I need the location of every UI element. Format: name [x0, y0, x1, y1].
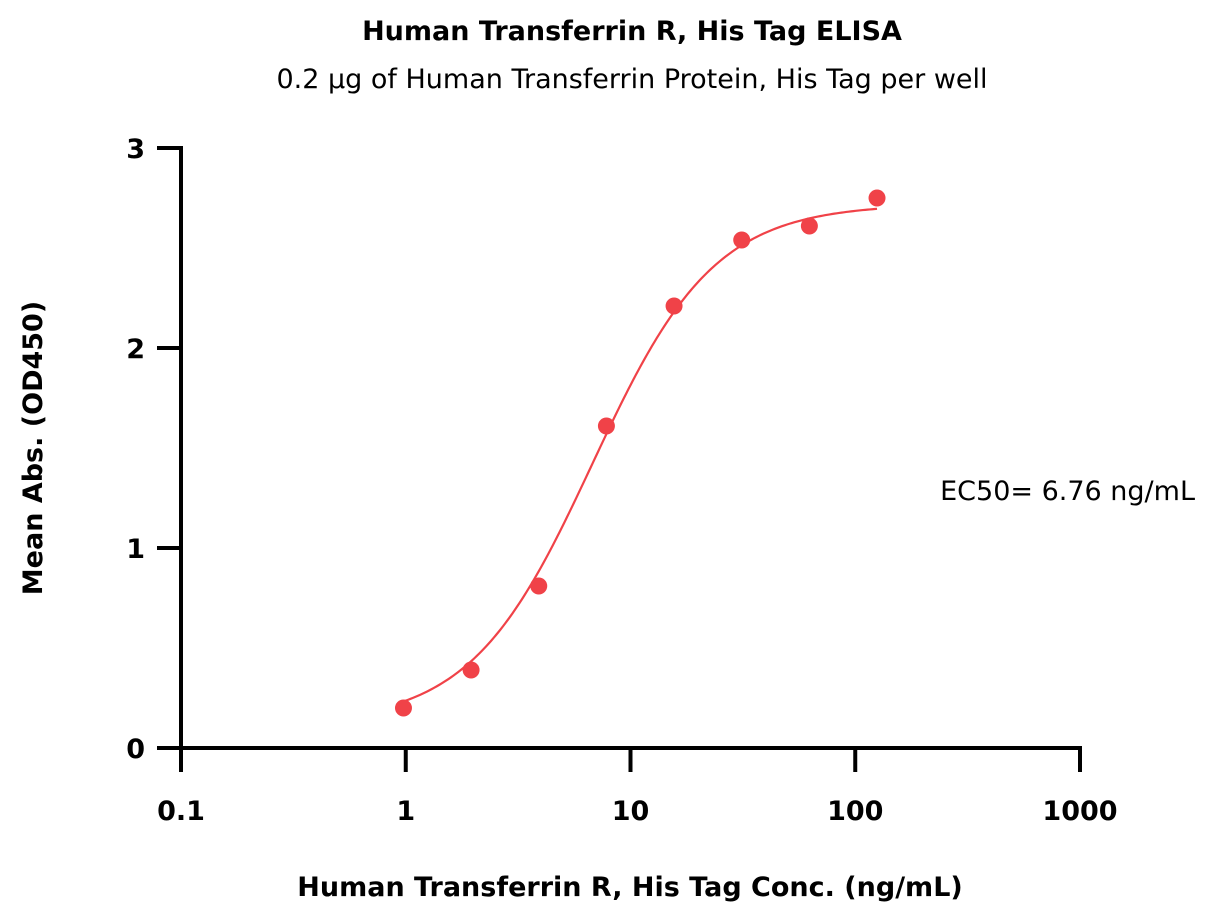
y-tick-label: 1: [126, 534, 145, 565]
data-point: [733, 231, 751, 249]
data-point: [800, 217, 818, 235]
x-axis-label: Human Transferrin R, His Tag Conc. (ng/m…: [297, 872, 962, 903]
data-point: [665, 297, 683, 315]
ec50-annotation: EC50= 6.76 ng/mL: [940, 476, 1195, 507]
y-tick-label: 2: [126, 334, 145, 365]
x-tick-label: 100: [827, 796, 883, 827]
chart-title: Human Transferrin R, His Tag ELISA: [362, 16, 902, 47]
y-tick-label: 0: [126, 734, 145, 765]
x-tick-label: 1: [396, 796, 415, 827]
axes: [179, 146, 1082, 750]
data-point: [462, 661, 480, 679]
x-tick-label: 1000: [1042, 796, 1117, 827]
data-point: [597, 417, 615, 435]
y-tick-label: 3: [126, 134, 145, 165]
chart-subtitle: 0.2 μg of Human Transferrin Protein, His…: [276, 64, 987, 95]
x-axis-ticks: 0.1 1 10 100 1000: [157, 748, 1118, 827]
x-tick-label: 10: [612, 796, 650, 827]
y-axis-ticks: 0 1 2 3: [126, 134, 181, 765]
fit-curve: [403, 207, 878, 703]
data-point: [394, 699, 412, 717]
data-point: [530, 577, 548, 595]
data-points: [394, 189, 886, 717]
y-axis-label: Mean Abs. (OD450): [18, 301, 49, 595]
x-tick-label: 0.1: [157, 796, 205, 827]
data-point: [868, 189, 886, 207]
